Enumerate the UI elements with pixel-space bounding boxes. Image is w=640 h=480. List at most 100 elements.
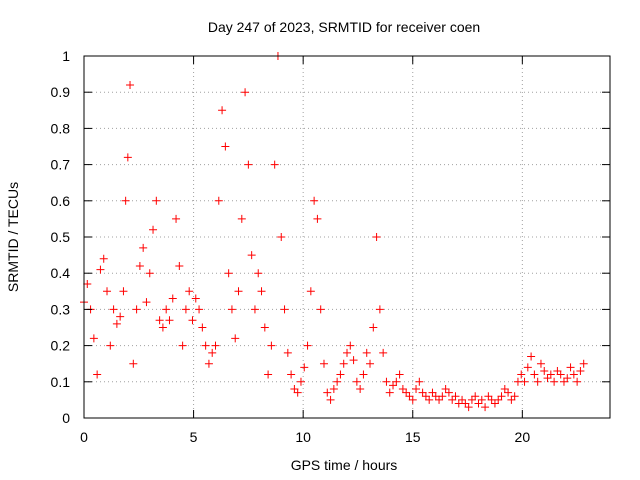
data-point xyxy=(188,316,197,325)
data-point xyxy=(441,385,450,394)
data-point xyxy=(260,323,269,332)
data-point xyxy=(93,370,102,379)
y-tick-label: 0.3 xyxy=(51,301,71,317)
data-point xyxy=(553,366,562,375)
data-point xyxy=(257,287,266,296)
data-point xyxy=(310,196,319,205)
data-point xyxy=(464,403,473,412)
data-point xyxy=(352,377,361,386)
data-point xyxy=(346,341,355,350)
data-point xyxy=(559,377,568,386)
data-point xyxy=(517,370,526,379)
data-point xyxy=(530,370,539,379)
data-point xyxy=(198,323,207,332)
data-point xyxy=(527,352,536,361)
y-tick-label: 0 xyxy=(62,410,70,426)
data-point xyxy=(313,214,322,223)
data-point xyxy=(435,395,444,404)
data-point xyxy=(448,395,457,404)
x-tick-label: 5 xyxy=(190,429,198,445)
data-point xyxy=(546,370,555,379)
data-point xyxy=(168,294,177,303)
data-point xyxy=(533,377,542,386)
x-axis-label: GPS time / hours xyxy=(291,457,398,473)
data-point xyxy=(467,395,476,404)
data-point xyxy=(451,392,460,401)
data-point xyxy=(129,359,138,368)
data-point xyxy=(224,269,233,278)
data-point xyxy=(336,370,345,379)
data-point xyxy=(126,80,135,89)
data-points xyxy=(80,52,588,412)
data-point xyxy=(178,341,187,350)
data-point xyxy=(175,261,184,270)
data-point xyxy=(145,269,154,278)
data-point xyxy=(123,153,132,162)
data-point xyxy=(319,359,328,368)
data-point xyxy=(109,305,118,314)
data-point xyxy=(158,323,167,332)
data-point xyxy=(428,388,437,397)
data-point xyxy=(142,298,151,307)
y-tick-label: 0.2 xyxy=(51,338,71,354)
data-point xyxy=(329,385,338,394)
data-point xyxy=(379,348,388,357)
data-point xyxy=(339,359,348,368)
data-point xyxy=(536,359,545,368)
data-point xyxy=(523,363,532,372)
data-point xyxy=(277,233,286,241)
data-point xyxy=(155,316,164,325)
data-point xyxy=(425,395,434,404)
data-point xyxy=(458,395,467,404)
data-point xyxy=(372,233,381,241)
data-point xyxy=(412,385,421,394)
data-point xyxy=(556,370,565,379)
data-point xyxy=(293,388,302,397)
data-point xyxy=(333,377,342,386)
data-point xyxy=(83,280,92,289)
data-point xyxy=(366,359,375,368)
data-point xyxy=(566,363,575,372)
data-point xyxy=(405,392,414,401)
data-point xyxy=(343,348,351,357)
x-tick-label: 0 xyxy=(80,429,88,445)
data-point xyxy=(471,392,480,401)
data-point xyxy=(283,348,292,357)
data-point xyxy=(280,305,289,314)
data-point xyxy=(234,287,243,296)
data-point xyxy=(303,341,312,350)
data-point xyxy=(96,265,105,274)
y-tick-label: 0.9 xyxy=(51,84,71,100)
data-point xyxy=(484,392,493,401)
data-point xyxy=(438,392,447,401)
data-point xyxy=(477,395,486,404)
data-point xyxy=(135,261,144,270)
data-point xyxy=(421,392,430,401)
y-tick-label: 1 xyxy=(62,48,70,64)
y-tick-label: 0.8 xyxy=(51,120,71,136)
data-point xyxy=(402,388,411,397)
data-point xyxy=(543,374,552,383)
data-point xyxy=(362,348,371,357)
data-point xyxy=(461,399,470,408)
data-point xyxy=(323,388,332,397)
data-point xyxy=(369,323,378,332)
y-tick-label: 0.7 xyxy=(51,157,71,173)
data-point xyxy=(520,377,529,386)
data-point xyxy=(579,359,588,368)
data-point xyxy=(152,196,161,205)
axis-ticks: 00.10.20.30.40.50.60.70.80.910 5 10 15 20 xyxy=(51,48,610,445)
x-tick-label: 10 xyxy=(295,429,311,445)
data-point xyxy=(504,388,513,397)
data-point xyxy=(359,370,368,379)
data-point xyxy=(563,374,572,383)
data-point xyxy=(162,305,171,314)
data-point xyxy=(241,88,250,97)
data-point xyxy=(247,251,256,260)
data-point xyxy=(306,287,315,296)
data-point xyxy=(408,395,417,404)
data-point xyxy=(356,385,365,394)
data-point xyxy=(290,385,299,394)
data-point xyxy=(444,388,453,397)
